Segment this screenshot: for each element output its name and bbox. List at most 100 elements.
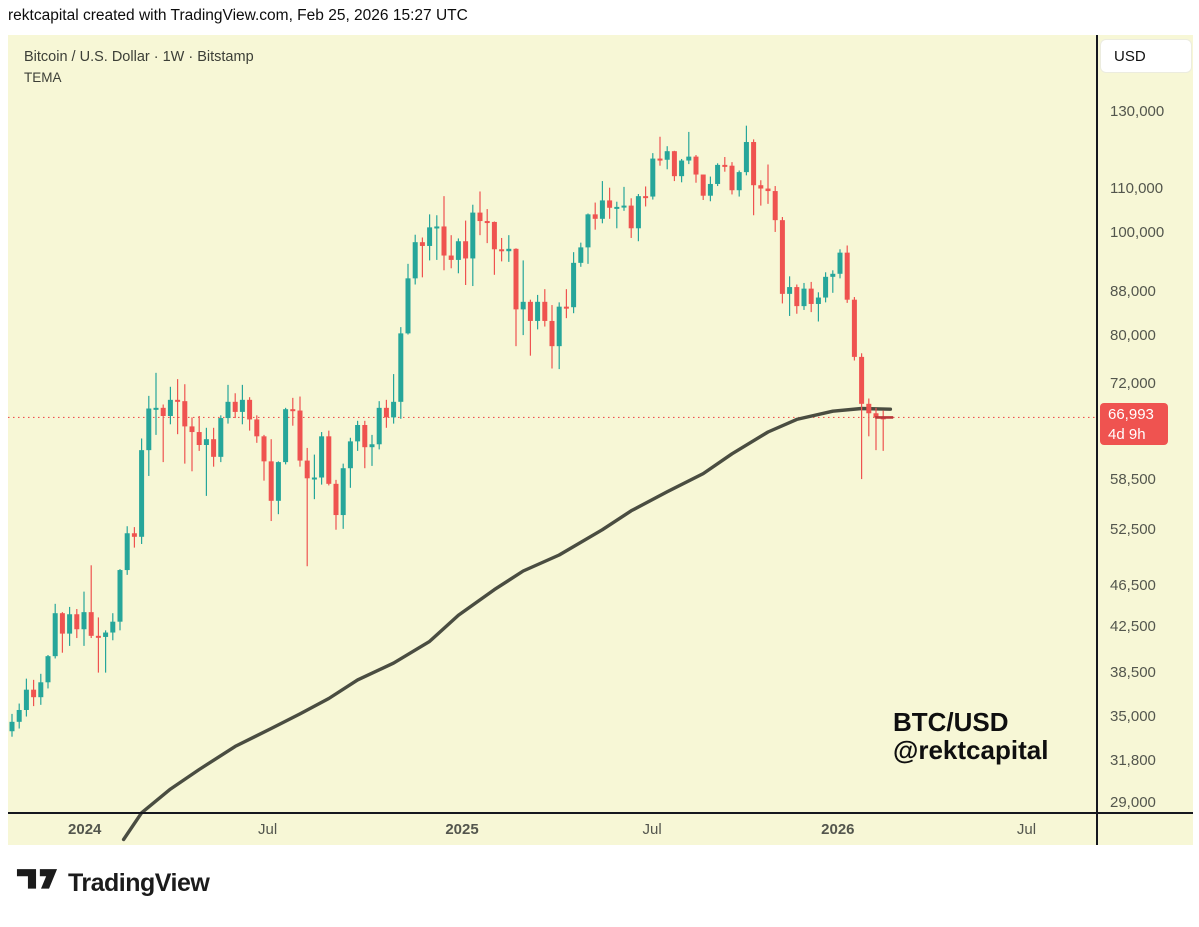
candle xyxy=(376,407,382,445)
tradingview-logo-icon xyxy=(16,868,58,899)
candle xyxy=(657,158,663,161)
candle xyxy=(247,399,253,420)
candle xyxy=(837,252,843,274)
candle xyxy=(535,301,541,321)
candle xyxy=(844,252,850,300)
candle xyxy=(463,241,469,259)
candle xyxy=(45,656,51,683)
candle xyxy=(729,165,735,191)
candle xyxy=(340,468,346,516)
time-axis-divider xyxy=(8,812,1193,814)
candle xyxy=(311,477,317,480)
time-tick-label: 2024 xyxy=(68,821,102,838)
candle xyxy=(88,612,94,636)
candle xyxy=(571,262,577,308)
candle xyxy=(110,621,116,633)
candle xyxy=(95,635,101,638)
candle xyxy=(650,158,656,197)
candle xyxy=(808,288,814,304)
candle xyxy=(261,436,267,462)
candle xyxy=(117,570,123,622)
price-axis-divider xyxy=(1096,35,1098,845)
candle xyxy=(563,306,569,309)
candle xyxy=(679,160,685,177)
candle xyxy=(383,407,389,418)
candle xyxy=(52,613,58,657)
candle xyxy=(527,301,533,321)
candle xyxy=(391,401,397,418)
candle xyxy=(643,196,649,199)
candle xyxy=(477,212,483,222)
currency-label: USD xyxy=(1114,47,1146,65)
time-tick-label: 2026 xyxy=(821,821,855,838)
bar-countdown: 4d 9h xyxy=(1108,426,1146,444)
time-tick-label: Jul xyxy=(258,821,278,838)
price-tick-label: 52,500 xyxy=(1110,520,1156,538)
candle xyxy=(362,424,368,448)
candle xyxy=(787,287,793,294)
price-tick-label: 80,000 xyxy=(1110,326,1156,344)
candle xyxy=(419,242,425,246)
candle xyxy=(275,462,281,501)
price-tick-label: 29,000 xyxy=(1110,794,1156,812)
price-tick-label: 46,500 xyxy=(1110,576,1156,594)
candle xyxy=(542,301,548,321)
candle xyxy=(585,214,591,248)
candle xyxy=(578,247,584,263)
candle xyxy=(758,185,764,189)
candle xyxy=(297,410,303,461)
indicator-legend[interactable]: TEMA xyxy=(24,70,62,85)
candle xyxy=(491,221,497,250)
candle xyxy=(686,156,692,161)
candle xyxy=(16,709,22,722)
candle xyxy=(722,164,728,167)
candle xyxy=(319,436,325,478)
candle xyxy=(182,401,188,427)
candle xyxy=(434,226,440,229)
candle xyxy=(427,227,433,246)
snapshot-title: rektcapital created with TradingView.com… xyxy=(8,7,468,24)
candle xyxy=(211,439,217,457)
candle xyxy=(268,461,274,501)
price-tick-label: 72,000 xyxy=(1110,375,1156,393)
candle xyxy=(31,689,37,698)
candle xyxy=(693,156,699,175)
candle xyxy=(74,614,80,630)
candle xyxy=(124,533,130,571)
candle xyxy=(484,221,490,224)
candle xyxy=(23,689,29,710)
candle xyxy=(139,450,145,537)
candle xyxy=(549,320,555,347)
candle xyxy=(700,174,706,196)
tradingview-wordmark: TradingView xyxy=(68,869,210,897)
candle xyxy=(131,533,137,537)
candle xyxy=(823,276,829,298)
symbol-legend[interactable]: Bitcoin / U.S. Dollar · 1W · Bitstamp xyxy=(24,49,254,65)
candle xyxy=(398,333,404,402)
candle xyxy=(290,409,296,412)
candle xyxy=(801,288,807,307)
candle xyxy=(38,682,44,698)
currency-toggle-button[interactable]: USD xyxy=(1100,39,1192,73)
price-tick-label: 58,500 xyxy=(1110,470,1156,488)
candle xyxy=(254,419,260,437)
candle xyxy=(441,226,447,256)
candle xyxy=(592,214,598,219)
price-tick-label: 88,000 xyxy=(1110,282,1156,300)
candle xyxy=(772,191,778,221)
chart-legend: Bitcoin / U.S. Dollar · 1W · Bitstamp TE… xyxy=(24,49,254,85)
candle xyxy=(146,408,152,451)
candle xyxy=(160,407,166,416)
watermark-symbol: BTC/USD xyxy=(893,707,1009,737)
candle xyxy=(556,306,562,347)
time-tick-label: 2025 xyxy=(445,821,479,838)
candle xyxy=(815,297,821,304)
candle xyxy=(499,249,505,252)
candle xyxy=(607,200,613,208)
candle xyxy=(333,483,339,516)
price-tick-label: 31,800 xyxy=(1110,751,1156,769)
candle xyxy=(794,287,800,307)
candle xyxy=(239,399,245,412)
